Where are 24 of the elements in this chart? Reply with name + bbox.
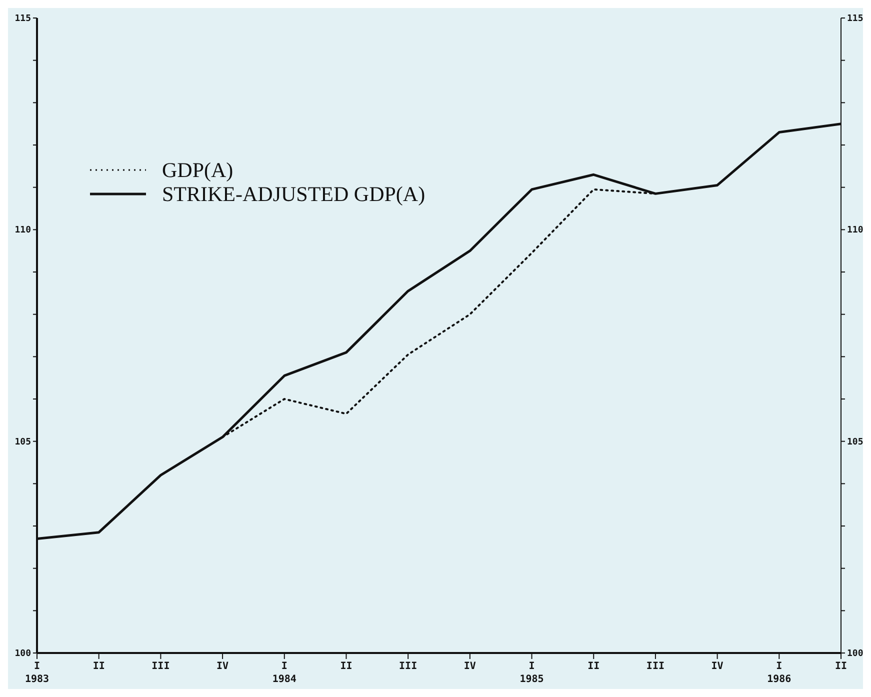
y2-tick-label: 105 xyxy=(847,437,864,448)
y-tick-label: 100 xyxy=(14,649,31,659)
legend-label: GDP(A) xyxy=(162,158,234,182)
legend-label: STRIKE-ADJUSTED GDP(A) xyxy=(162,182,426,206)
x-tick-label: II xyxy=(92,661,105,672)
x-tick-label: III xyxy=(399,661,418,672)
x-tick-label: III xyxy=(646,661,664,672)
y2-tick-label: 100 xyxy=(847,649,864,659)
x-tick-label: IV xyxy=(711,661,724,672)
y2-tick-label: 115 xyxy=(847,14,864,24)
x-tick-label: III xyxy=(152,661,170,672)
x-tick-label: I 1986 xyxy=(767,661,792,685)
y-tick-label: 105 xyxy=(14,437,31,448)
x-tick-label: II xyxy=(340,661,352,672)
y2-tick-label: 110 xyxy=(847,226,864,236)
x-tick-label: I 1983 xyxy=(24,661,50,685)
x-tick-label: II xyxy=(834,661,848,672)
x-tick-label: IV xyxy=(464,661,476,672)
x-tick-label: I 1984 xyxy=(272,661,296,685)
y-tick-label: 115 xyxy=(14,14,31,24)
x-tick-label: II xyxy=(588,661,600,672)
y-tick-label: 110 xyxy=(14,226,31,236)
x-tick-label: I 1985 xyxy=(520,661,544,685)
x-tick-label: IV xyxy=(216,661,229,672)
